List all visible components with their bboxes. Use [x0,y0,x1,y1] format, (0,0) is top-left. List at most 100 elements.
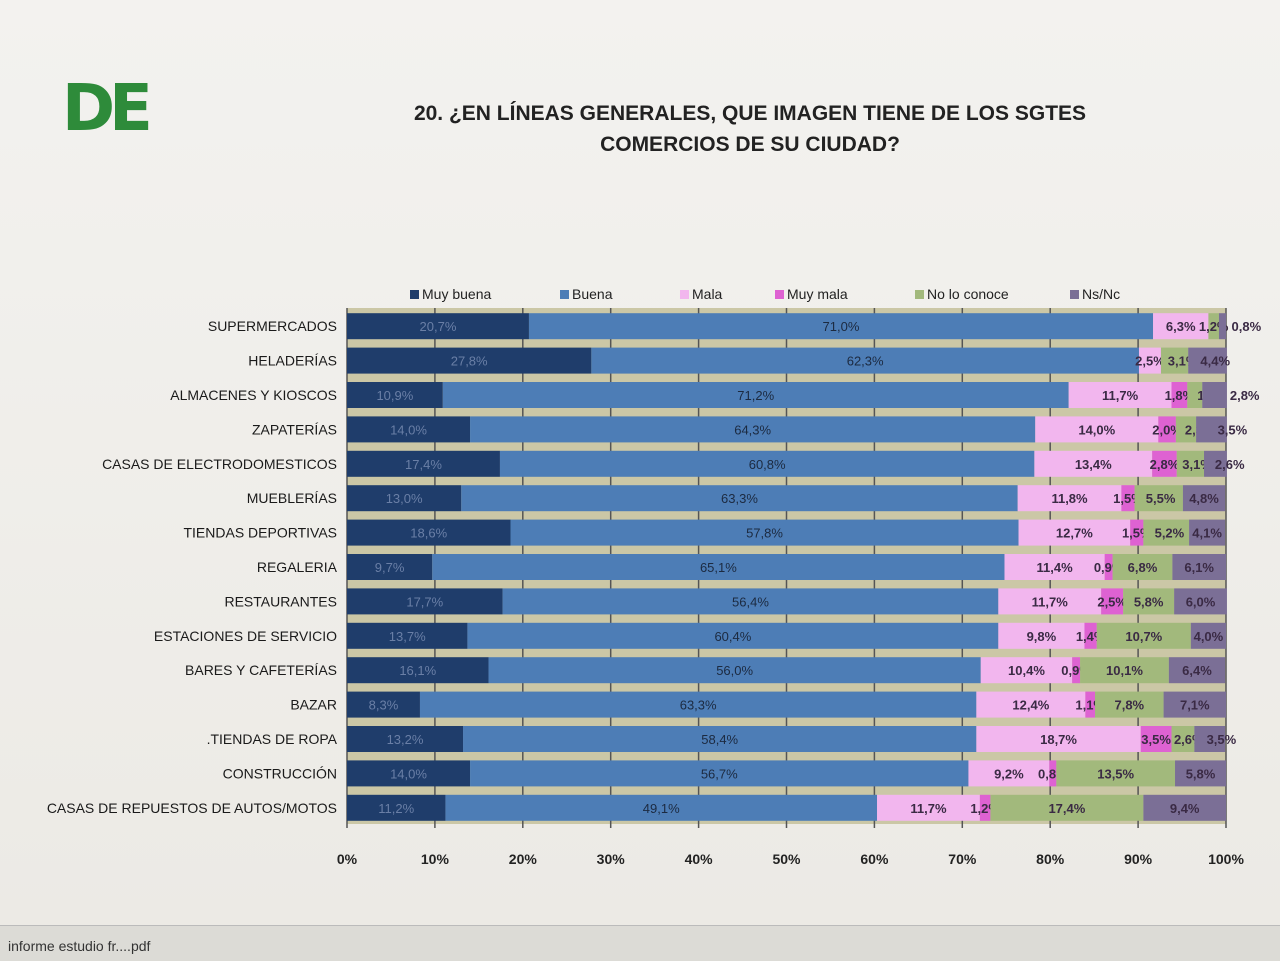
data-label: 17,4% [1048,801,1085,816]
data-label: 10,4% [1008,663,1045,678]
bar-segment [1112,554,1173,580]
bar-segment [419,691,977,718]
legend-swatch [775,289,784,299]
data-label: 71,2% [737,388,774,403]
data-label: 11,4% [1037,560,1074,575]
x-tick-label: 20% [509,851,538,867]
taskbar-file[interactable]: informe estudio fr....pdf [8,938,151,954]
legend-item: Buena [560,286,612,302]
bar-segment [347,485,462,512]
bar-segment [1175,416,1197,443]
bar-segment [1202,382,1227,408]
bar-segment [1188,347,1227,374]
bar-segment [968,760,1050,787]
data-label: 11,2% [378,801,414,816]
bar-segment [1174,588,1227,615]
bar-segment [980,657,1073,684]
bar-segment [998,588,1102,615]
bar-segment [488,657,981,684]
bar-segment [1190,622,1226,649]
taskbar: informe estudio fr....pdf [0,925,1280,961]
data-label: 17,4% [405,457,442,472]
bar-segment [976,691,1086,718]
data-label: 65,1% [700,560,737,575]
data-label: 62,3% [847,354,884,369]
data-label: 13,4% [1075,457,1112,472]
data-label: 9,4% [1170,801,1200,816]
category-label: MUEBLERÍAS [247,490,337,506]
bar-segment [1208,313,1219,340]
bar-segment [347,622,468,649]
bar-segment [1034,450,1153,477]
data-label: 13,2% [387,732,424,747]
bar-segment [979,794,991,821]
bar-segment [1068,382,1172,408]
bar-segment [502,588,999,615]
bar-segment [1143,794,1226,821]
data-label: 56,7% [701,766,738,781]
x-tick-label: 10% [421,851,450,867]
bar-segment [1121,485,1135,512]
bar-segment [1168,657,1226,684]
bar-segment [1187,382,1203,408]
x-tick-label: 90% [1124,851,1153,867]
x-tick-label: 70% [948,851,977,867]
category-label: ZAPATERÍAS [252,421,337,437]
bar-segment [1218,313,1226,340]
data-label: 7,1% [1180,698,1210,713]
bar-segment [432,554,1005,580]
data-label: 60,4% [714,629,751,644]
data-label: 4,1% [1192,526,1222,541]
bar-segment [499,450,1035,477]
bar-segment [998,622,1085,649]
data-label: 4,8% [1189,491,1219,506]
bar-segment [1072,657,1081,684]
data-label: 14,0% [1078,422,1115,437]
data-label: 11,7% [910,801,947,816]
data-label: 2,5% [1135,354,1165,369]
bar-segment [1101,588,1124,615]
data-label: 6,3% [1166,319,1196,334]
bar-segment [528,313,1154,340]
x-tick-label: 30% [597,851,626,867]
bar-segment [347,416,471,443]
bar-segment [1123,588,1175,615]
bar-segment [347,450,500,477]
data-label: 13,0% [386,491,423,506]
category-label: .TIENDAS DE ROPA [207,731,338,747]
logo: DE [62,72,153,146]
data-label: 13,5% [1097,766,1134,781]
bar-segment [1204,450,1227,477]
data-label: 11,7% [1102,388,1139,403]
bar-segment [445,794,878,821]
data-label: 11,8% [1051,491,1088,506]
legend-swatch [915,289,924,299]
bar-segment [470,760,969,787]
category-label: SUPERMERCADOS [208,318,337,334]
data-label: 2,0% [1152,422,1182,437]
data-label: 57,8% [746,526,783,541]
legend-item: No lo conoce [915,286,1009,302]
data-label: 3,5% [1207,732,1237,747]
bar-segment [877,794,980,821]
data-label: 9,7% [375,560,405,575]
data-label: 10,9% [376,388,413,403]
data-label: 18,7% [1040,732,1077,747]
data-label: 5,5% [1146,491,1176,506]
category-label: ESTACIONES DE SERVICIO [154,628,337,644]
bar-segment [347,382,443,408]
title-line-2: COMERCIOS DE SU CIUDAD? [600,133,900,156]
bar-segment [347,794,446,821]
bar-segment [347,657,489,684]
bar-segment [1130,519,1144,546]
legend-label: No lo conoce [927,286,1009,302]
legend-item: Ns/Nc [1070,286,1120,302]
bar-segment [442,382,1069,408]
bar-segment [1143,519,1190,546]
category-label: CASAS DE ELECTRODOMESTICOS [102,456,337,472]
x-tick-label: 50% [772,851,801,867]
data-label: 63,3% [680,698,717,713]
x-tick-label: 100% [1208,851,1244,867]
legend-label: Mala [692,286,723,302]
data-label: 27,8% [451,354,488,369]
